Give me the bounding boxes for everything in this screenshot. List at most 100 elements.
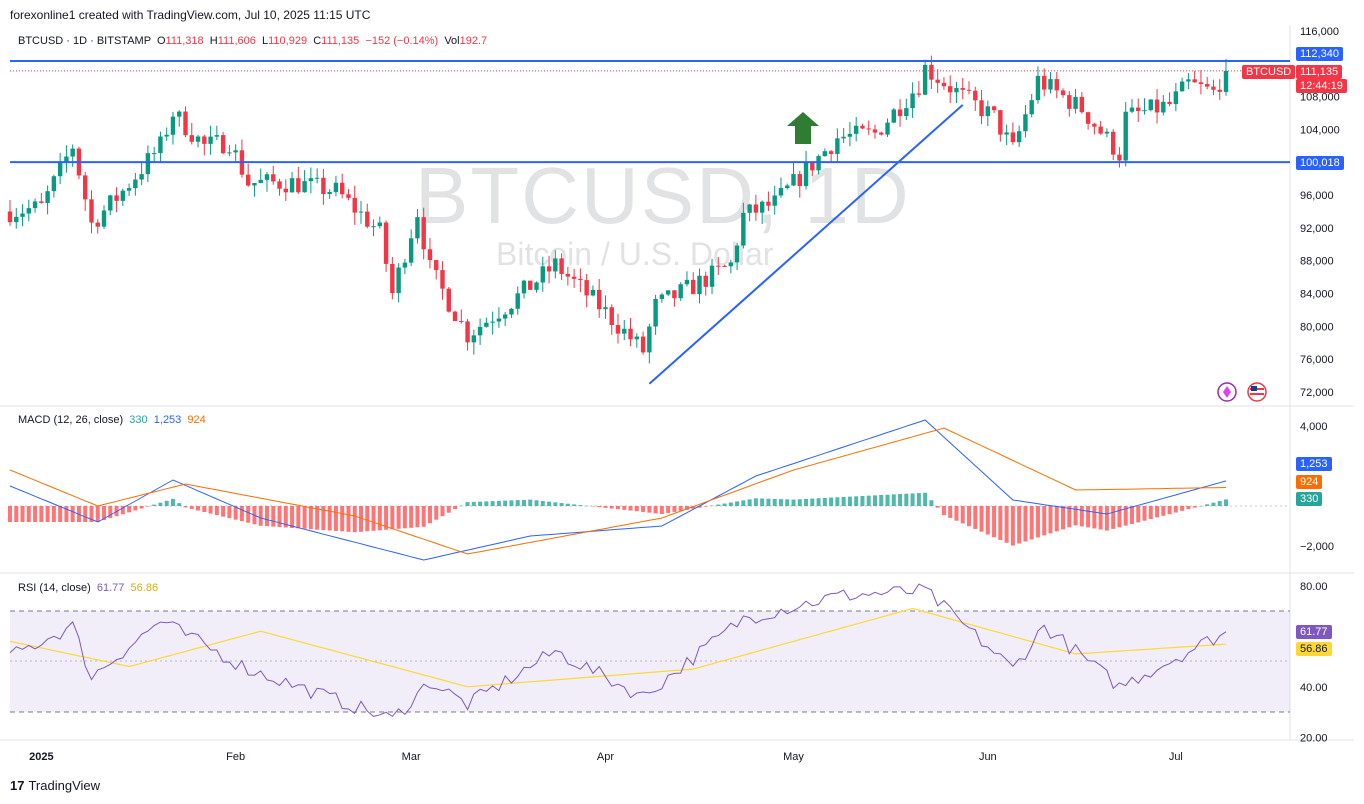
candle[interactable] <box>415 209 420 244</box>
candle[interactable] <box>271 165 276 185</box>
candle[interactable] <box>565 266 571 286</box>
candle[interactable] <box>640 331 646 355</box>
candle[interactable] <box>691 272 696 295</box>
candle[interactable] <box>477 318 483 345</box>
candle[interactable] <box>1104 128 1110 138</box>
candle[interactable] <box>20 204 25 227</box>
candle[interactable] <box>778 177 784 198</box>
candle[interactable] <box>860 123 865 130</box>
candle[interactable] <box>484 317 489 328</box>
candle[interactable] <box>766 191 771 211</box>
macd-legend[interactable]: MACD (12, 26, close) 330 1,253 924 <box>18 414 206 426</box>
candle[interactable] <box>164 127 169 141</box>
candle[interactable] <box>596 278 602 318</box>
candle[interactable] <box>571 268 577 288</box>
candle[interactable] <box>835 128 840 163</box>
candle[interactable] <box>64 145 69 173</box>
candle[interactable] <box>1085 111 1091 130</box>
candle[interactable] <box>446 286 451 313</box>
candle[interactable] <box>1167 92 1172 107</box>
candle[interactable] <box>440 261 445 300</box>
candle[interactable] <box>966 81 972 95</box>
candle[interactable] <box>302 170 307 193</box>
candle[interactable] <box>346 189 351 201</box>
rsi-axis[interactable]: 80.00 40.00 20.00 <box>1300 581 1328 745</box>
candle[interactable] <box>26 199 32 222</box>
candle[interactable] <box>39 192 44 204</box>
candle[interactable] <box>703 271 708 296</box>
candle[interactable] <box>722 264 727 267</box>
candle[interactable] <box>170 111 176 145</box>
candle[interactable] <box>653 294 658 335</box>
candle[interactable] <box>1198 70 1204 95</box>
rsi-ma-line[interactable] <box>9 607 1227 688</box>
candle[interactable] <box>321 168 326 205</box>
candle[interactable] <box>7 200 13 226</box>
candle[interactable] <box>1048 72 1053 94</box>
candle[interactable] <box>108 194 113 215</box>
candle[interactable] <box>1092 122 1097 135</box>
candle[interactable] <box>1060 88 1066 98</box>
candle[interactable] <box>1154 89 1160 124</box>
candle[interactable] <box>1142 98 1147 115</box>
candle[interactable] <box>1035 66 1041 104</box>
candle[interactable] <box>1042 68 1047 97</box>
candle[interactable] <box>126 183 132 196</box>
candle[interactable] <box>308 167 314 194</box>
candle[interactable] <box>540 256 545 292</box>
candle[interactable] <box>985 100 991 126</box>
candle[interactable] <box>452 310 458 322</box>
candle[interactable] <box>785 183 790 190</box>
candle[interactable] <box>145 145 151 182</box>
candle[interactable] <box>214 125 220 141</box>
candle[interactable] <box>716 257 721 275</box>
candle[interactable] <box>810 162 815 177</box>
us-flag-icon[interactable] <box>1247 382 1267 402</box>
signal-line[interactable] <box>9 427 1227 555</box>
candle[interactable] <box>189 122 194 145</box>
candle[interactable] <box>45 185 50 215</box>
candle[interactable] <box>553 250 558 279</box>
candle[interactable] <box>1004 124 1009 146</box>
candle[interactable] <box>904 98 909 120</box>
rsi-line[interactable] <box>9 583 1227 718</box>
candle[interactable] <box>885 118 890 138</box>
candle[interactable] <box>139 162 144 186</box>
candle[interactable] <box>709 258 715 295</box>
candle[interactable] <box>277 178 282 196</box>
candle[interactable] <box>879 131 884 136</box>
candle[interactable] <box>741 202 746 249</box>
candle[interactable] <box>509 307 514 318</box>
candle[interactable] <box>390 257 395 300</box>
candle[interactable] <box>897 99 903 127</box>
candle[interactable] <box>948 75 953 104</box>
candle[interactable] <box>1117 147 1122 168</box>
candle[interactable] <box>220 132 226 155</box>
candle[interactable] <box>1073 88 1078 114</box>
candle[interactable] <box>202 134 207 156</box>
candle[interactable] <box>534 281 539 293</box>
price-axis[interactable]: 116,000 108,000 104,000 96,000 92,000 88,000 8… <box>1300 26 1340 399</box>
candle[interactable] <box>264 171 270 192</box>
candle[interactable] <box>383 220 389 273</box>
candle[interactable] <box>1211 79 1216 96</box>
candle[interactable] <box>998 109 1003 142</box>
candle[interactable] <box>377 216 383 229</box>
arrow-up-icon[interactable] <box>787 112 819 144</box>
candle[interactable] <box>647 323 652 364</box>
candle[interactable] <box>634 333 640 348</box>
candle[interactable] <box>151 146 157 162</box>
candle[interactable] <box>872 124 878 139</box>
candle[interactable] <box>747 203 752 222</box>
candle[interactable] <box>465 318 470 351</box>
candle[interactable] <box>960 78 965 100</box>
candle[interactable] <box>233 144 238 161</box>
candle[interactable] <box>941 77 947 90</box>
candlestick-series[interactable] <box>7 55 1229 364</box>
candle[interactable] <box>1098 121 1103 135</box>
candle[interactable] <box>991 105 997 113</box>
candle[interactable] <box>1016 125 1022 147</box>
candle[interactable] <box>101 205 107 230</box>
trendline[interactable] <box>648 104 964 385</box>
